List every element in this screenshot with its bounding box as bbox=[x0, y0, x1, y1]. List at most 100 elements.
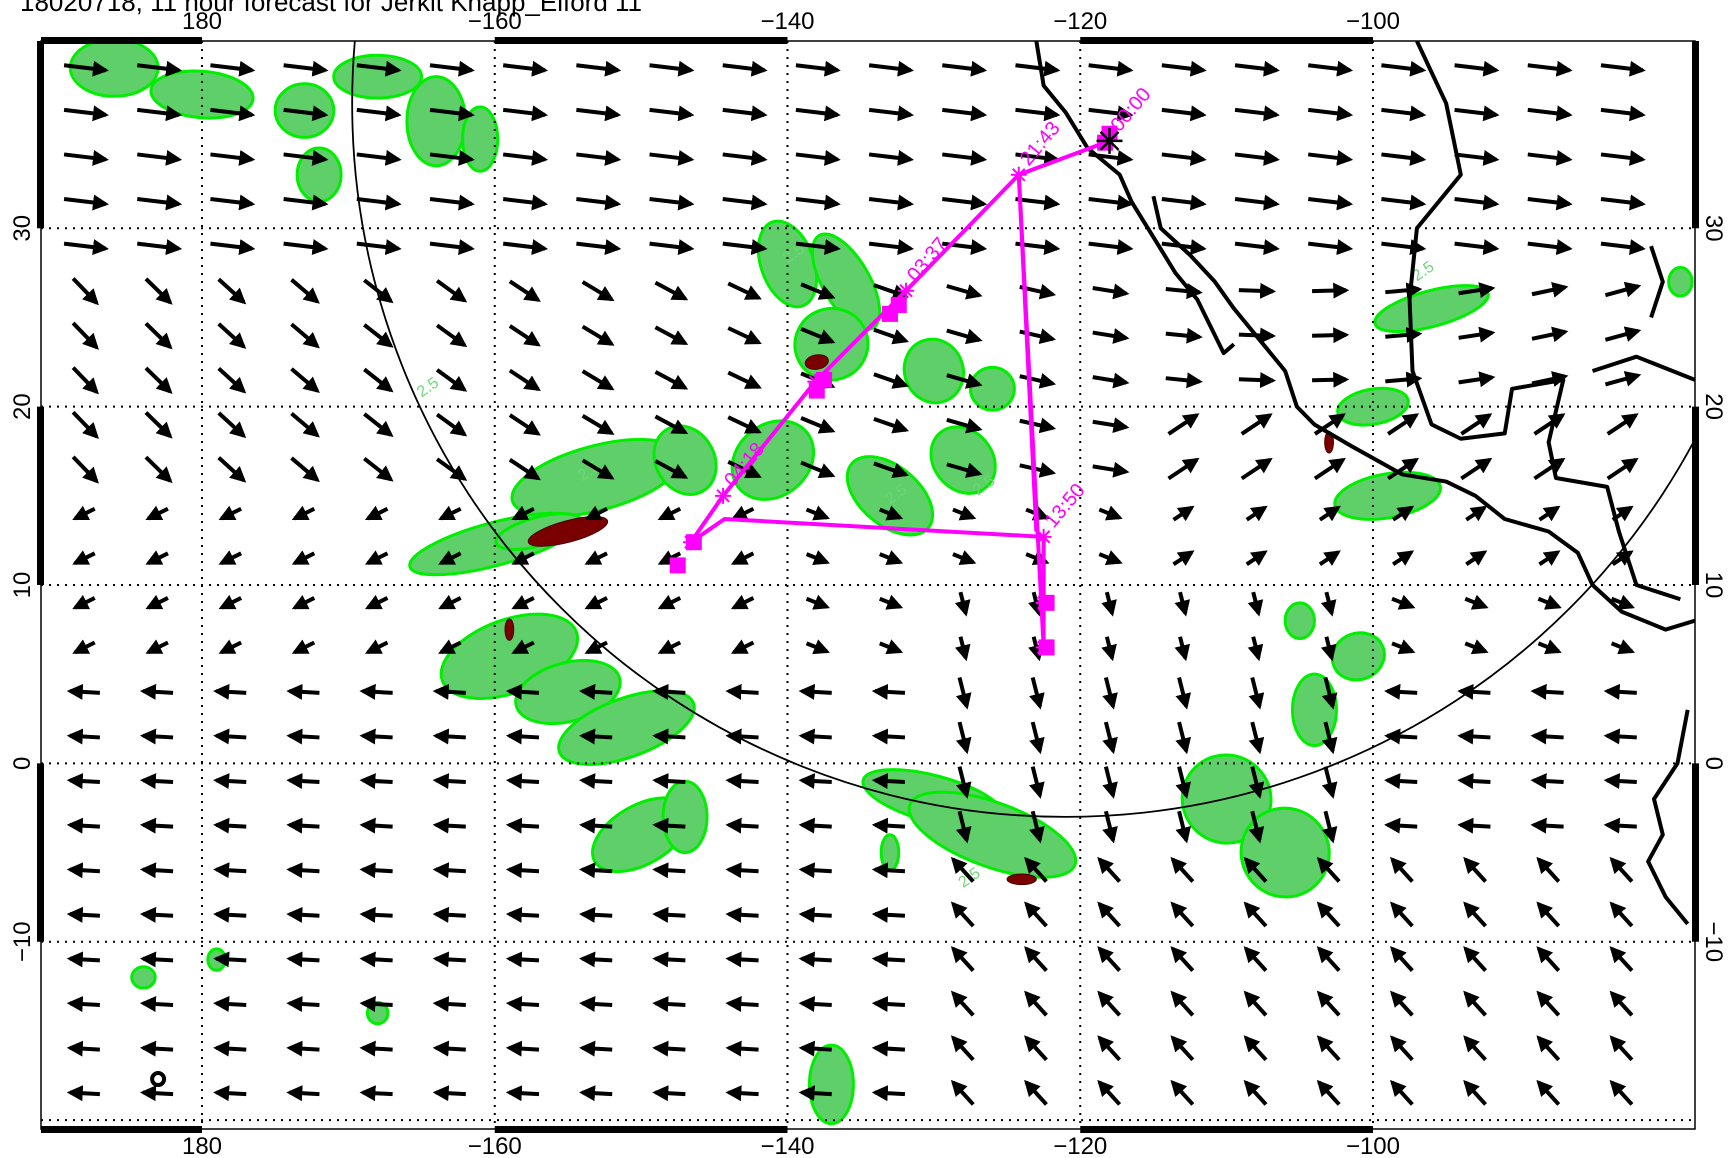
wind-vector bbox=[955, 721, 972, 755]
wind-vector bbox=[652, 862, 686, 879]
wind-vector bbox=[1316, 856, 1341, 883]
wind-vector bbox=[950, 856, 975, 883]
wind-vector bbox=[429, 60, 475, 77]
wind-vector bbox=[584, 639, 608, 655]
wind-vector bbox=[432, 906, 466, 923]
wind-vector bbox=[66, 996, 100, 1013]
wind-vector bbox=[432, 951, 466, 968]
wind-vector bbox=[210, 105, 256, 122]
wind-vector bbox=[576, 105, 622, 122]
wind-vector bbox=[1458, 326, 1496, 343]
wind-vector bbox=[286, 951, 320, 968]
wind-vector bbox=[1015, 60, 1061, 77]
wind-vector bbox=[1609, 990, 1634, 1017]
wind-vector bbox=[579, 906, 613, 923]
wind-vector bbox=[1024, 901, 1048, 928]
wind-vector bbox=[356, 149, 402, 166]
wind-vector bbox=[71, 455, 99, 484]
wind-vector bbox=[1245, 505, 1268, 522]
wind-vector bbox=[1390, 990, 1414, 1017]
wind-vector bbox=[1175, 721, 1191, 755]
wind-vector bbox=[1609, 946, 1634, 973]
wind-vector bbox=[1533, 413, 1566, 436]
wind-vector bbox=[950, 1035, 975, 1062]
wind-vector bbox=[1092, 283, 1130, 300]
wind-vector bbox=[286, 728, 320, 745]
wind-vector bbox=[805, 639, 830, 655]
wind-vector bbox=[800, 326, 836, 345]
wind-vector bbox=[511, 639, 535, 655]
wind-vector bbox=[66, 817, 100, 834]
coastline bbox=[150, 41, 1695, 1088]
wind-vector bbox=[1609, 901, 1634, 928]
wind-vector bbox=[1463, 901, 1488, 928]
wind-vector bbox=[1098, 505, 1123, 521]
y-tick-label-left: 30 bbox=[9, 215, 36, 242]
track-line bbox=[688, 139, 1111, 650]
wind-vector bbox=[291, 639, 316, 655]
wind-vector bbox=[878, 639, 904, 655]
wind-vector bbox=[1320, 591, 1337, 617]
wind-vector bbox=[1307, 105, 1354, 122]
wind-vector bbox=[1321, 676, 1338, 710]
wind-vector bbox=[218, 594, 243, 610]
wind-vector bbox=[1102, 766, 1118, 799]
wind-vector bbox=[502, 239, 549, 256]
wind-vector bbox=[1174, 591, 1191, 617]
wind-vector bbox=[213, 683, 247, 700]
wind-vector bbox=[652, 728, 686, 745]
frame-bar-bottom bbox=[41, 1126, 203, 1133]
wind-vector bbox=[798, 862, 832, 879]
wind-vector bbox=[942, 60, 988, 77]
precip-contour bbox=[879, 833, 901, 872]
wind-vector bbox=[63, 60, 109, 77]
wind-vector bbox=[145, 594, 169, 610]
wind-vector bbox=[283, 239, 329, 256]
wind-vector bbox=[144, 321, 173, 350]
wind-vector bbox=[435, 457, 468, 481]
wind-vector bbox=[505, 817, 540, 834]
frame-bar-right bbox=[1692, 41, 1699, 229]
wind-vector bbox=[435, 412, 468, 437]
wind-vector bbox=[946, 417, 983, 434]
wind-vector bbox=[946, 284, 983, 300]
wind-vector bbox=[725, 951, 759, 968]
wind-vector bbox=[71, 410, 99, 440]
wind-vector bbox=[868, 105, 914, 122]
wind-vector bbox=[871, 1040, 906, 1057]
wind-vector bbox=[878, 550, 904, 566]
wind-vector bbox=[1531, 326, 1569, 343]
wind-vector bbox=[71, 366, 99, 395]
island bbox=[150, 1071, 167, 1088]
wind-vector bbox=[1165, 372, 1203, 389]
wind-vector bbox=[1610, 639, 1635, 655]
wind-vector bbox=[1102, 676, 1118, 710]
wind-vector bbox=[1172, 505, 1195, 522]
wind-vector bbox=[1527, 194, 1573, 211]
wind-vector bbox=[1092, 417, 1130, 434]
wind-vector bbox=[1391, 550, 1415, 567]
wind-vector bbox=[432, 1040, 466, 1057]
wind-vector bbox=[652, 1040, 686, 1057]
wind-vector bbox=[137, 194, 183, 211]
wind-vector bbox=[137, 149, 183, 166]
wind-vector bbox=[725, 773, 759, 790]
wind-vector bbox=[1603, 728, 1637, 745]
wind-vector bbox=[1454, 105, 1500, 122]
wind-vector bbox=[359, 996, 393, 1013]
frame-bars bbox=[37, 37, 1699, 1133]
frame-bar-top bbox=[1080, 37, 1373, 44]
wind-vector bbox=[66, 683, 100, 700]
wind-vector bbox=[139, 817, 174, 834]
wind-vector bbox=[950, 990, 975, 1017]
wind-vector bbox=[657, 639, 682, 655]
wind-vector bbox=[283, 60, 329, 77]
wind-vector bbox=[144, 277, 173, 305]
wind-vector bbox=[1318, 505, 1341, 522]
wind-vector bbox=[1097, 990, 1122, 1017]
wind-vector bbox=[139, 906, 174, 923]
wind-vector bbox=[1463, 990, 1488, 1017]
wind-vector bbox=[1316, 1079, 1341, 1106]
wind-vector bbox=[1234, 149, 1280, 166]
coastline-segment bbox=[1407, 41, 1681, 602]
